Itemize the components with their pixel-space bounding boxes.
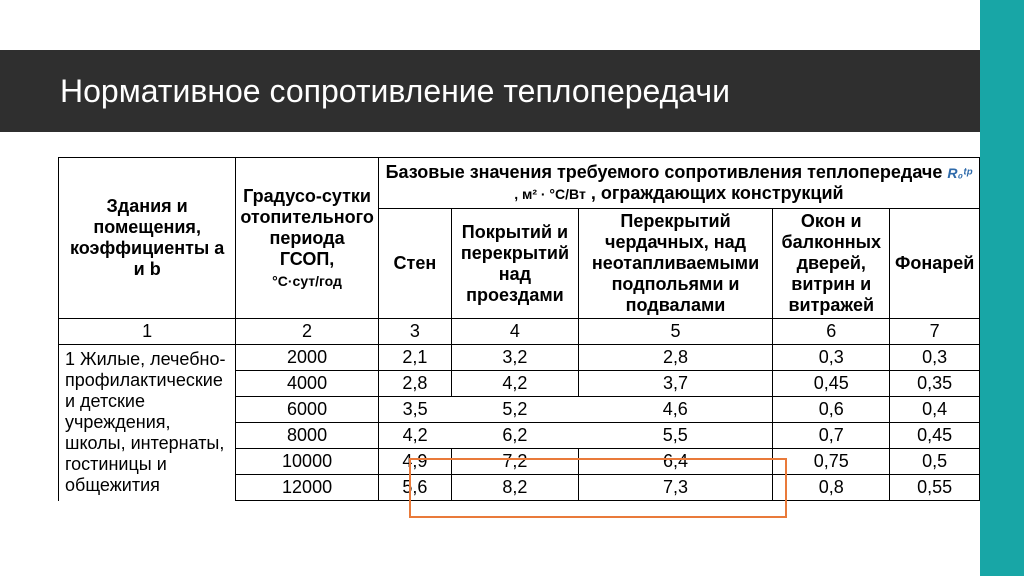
cell: 0,55 xyxy=(890,475,980,501)
header-c4: Покрытий и перекрытий над проездами xyxy=(451,209,578,319)
cell: 2,1 xyxy=(378,345,451,371)
num-3: 3 xyxy=(378,319,451,345)
cell: 2,8 xyxy=(378,371,451,397)
num-5: 5 xyxy=(578,319,772,345)
header-span-left: Базовые значения требуемого сопротивлени… xyxy=(386,162,943,182)
cell: 4000 xyxy=(236,371,379,397)
num-7: 7 xyxy=(890,319,980,345)
table-row: 1 Жилые, лечебно- профилактические и дет… xyxy=(59,345,980,371)
header-col2-text: Градусо-сутки отопительного периода ГСОП… xyxy=(240,186,374,269)
num-1: 1 xyxy=(59,319,236,345)
accent-stripe xyxy=(980,0,1024,576)
table-container: Здания и помещения, коэффициенты a и b Г… xyxy=(58,157,980,501)
cell: 0,8 xyxy=(773,475,890,501)
cell: 3,5 xyxy=(378,397,451,423)
cell: 0,7 xyxy=(773,423,890,449)
header-span-right: , ограждающих конструкций xyxy=(591,183,844,203)
cell: 6000 xyxy=(236,397,379,423)
cell: 4,2 xyxy=(378,423,451,449)
cell: 5,5 xyxy=(578,423,772,449)
cell: 0,6 xyxy=(773,397,890,423)
header-span-unit: , м² · °C/Вт xyxy=(514,186,586,202)
cell: 0,45 xyxy=(890,423,980,449)
cell: 0,3 xyxy=(890,345,980,371)
header-r0-symbol: R₀ᵗᵖ xyxy=(947,165,972,181)
page-title: Нормативное сопротивление теплопередачи xyxy=(60,73,730,110)
header-c3: Стен xyxy=(378,209,451,319)
header-c5: Перекрытий чердачных, над неотапливаемым… xyxy=(578,209,772,319)
cell: 0,3 xyxy=(773,345,890,371)
cell: 3,7 xyxy=(578,371,772,397)
header-col2-unit: °C·сут/год xyxy=(272,273,342,289)
cell: 5,6 xyxy=(378,475,451,501)
cell: 8,2 xyxy=(451,475,578,501)
cell: 2000 xyxy=(236,345,379,371)
header-col2: Градусо-сутки отопительного периода ГСОП… xyxy=(236,158,379,319)
data-table: Здания и помещения, коэффициенты a и b Г… xyxy=(58,157,980,501)
cell: 5,2 xyxy=(451,397,578,423)
header-span-top: Базовые значения требуемого сопротивлени… xyxy=(378,158,979,209)
cell: 0,75 xyxy=(773,449,890,475)
cell: 10000 xyxy=(236,449,379,475)
cell: 0,45 xyxy=(773,371,890,397)
cell: 4,2 xyxy=(451,371,578,397)
header-c7: Фонарей xyxy=(890,209,980,319)
header-c6: Окон и балконных дверей, витрин и витраж… xyxy=(773,209,890,319)
num-4: 4 xyxy=(451,319,578,345)
title-bar: Нормативное сопротивление теплопередачи xyxy=(0,50,980,132)
num-2: 2 xyxy=(236,319,379,345)
cell: 8000 xyxy=(236,423,379,449)
cell: 4,9 xyxy=(378,449,451,475)
cell: 4,6 xyxy=(578,397,772,423)
cell: 2,8 xyxy=(578,345,772,371)
cell: 6,2 xyxy=(451,423,578,449)
header-col1: Здания и помещения, коэффициенты a и b xyxy=(59,158,236,319)
number-row: 1 2 3 4 5 6 7 xyxy=(59,319,980,345)
cell: 0,5 xyxy=(890,449,980,475)
cell: 0,4 xyxy=(890,397,980,423)
cell: 12000 xyxy=(236,475,379,501)
cell: 7,2 xyxy=(451,449,578,475)
row-label: 1 Жилые, лечебно- профилактические и дет… xyxy=(59,345,236,501)
cell: 3,2 xyxy=(451,345,578,371)
cell: 7,3 xyxy=(578,475,772,501)
num-6: 6 xyxy=(773,319,890,345)
cell: 0,35 xyxy=(890,371,980,397)
header-row-1: Здания и помещения, коэффициенты a и b Г… xyxy=(59,158,980,209)
cell: 6,4 xyxy=(578,449,772,475)
